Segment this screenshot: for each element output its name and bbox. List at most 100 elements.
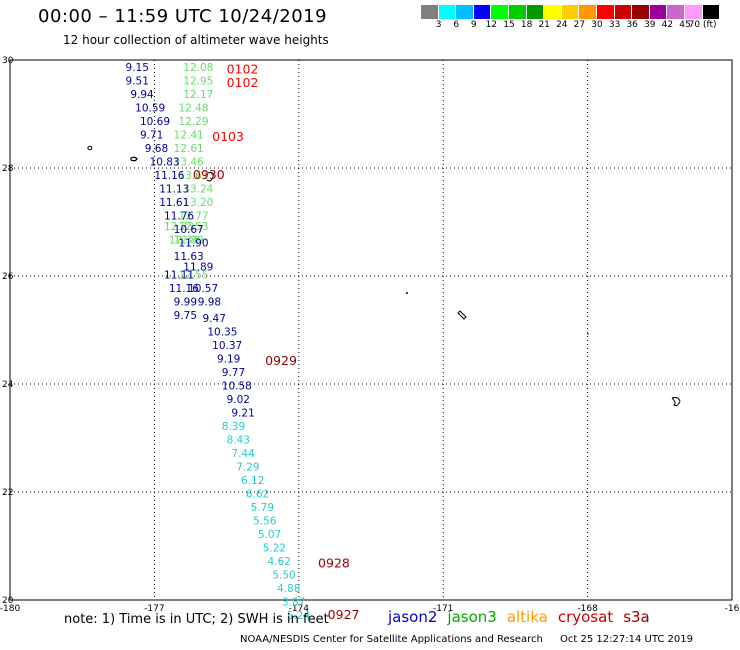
island-outline: [457, 310, 467, 320]
legend-swatch-1: [438, 5, 457, 19]
jason2-swh-label: 9.71: [140, 129, 163, 141]
jason2-swh-label: 9.51: [126, 75, 149, 87]
jason3-swh-label: 12.55: [178, 270, 208, 282]
jason3-swh-label: 12.89: [174, 235, 204, 247]
jason2-swh-label: 9.98: [198, 297, 221, 309]
jason3-swh-label: 12.17: [183, 89, 213, 101]
s3a-swh-label: 5.24: [287, 610, 311, 622]
jason2-swh-label: 11.16: [169, 283, 199, 295]
legend-label-11: 36: [626, 20, 638, 30]
jason3-swh-label: 12.08: [183, 62, 213, 74]
jason3-swh-label: 13.46: [174, 156, 204, 168]
satellite-jason3: jason3: [447, 608, 497, 626]
credit-text: NOAA/NESDIS Center for Satellite Applica…: [240, 634, 543, 645]
island-outline: [87, 145, 93, 151]
island-dot: [587, 333, 589, 335]
x-tick-label: -171: [433, 604, 453, 614]
jason2-swh-label: 10.37: [212, 340, 242, 352]
jason2-swh-label: 9.21: [231, 407, 254, 419]
jason2-swh-label: 11.90: [178, 237, 208, 249]
jason2-swh-label: 9.94: [130, 89, 154, 101]
jason3-swh-label: 12.48: [178, 102, 208, 114]
s3a-swh-label: 5.07: [258, 529, 281, 541]
jason2-swh-label: 9.19: [217, 353, 240, 365]
jason2-swh-label: 11.76: [164, 210, 194, 222]
legend-label-12: 39: [644, 20, 656, 30]
map-frame: [9, 59, 733, 601]
jason3-swh-label: 13.20: [183, 197, 213, 209]
x-tick-label: -16: [725, 604, 740, 614]
jason3-swh-label: 12.77: [178, 210, 208, 222]
jason2-swh-label: 11.11: [164, 270, 194, 282]
s3a-swh-label: 5.50: [272, 569, 295, 581]
y-tick-label: 30: [2, 56, 14, 66]
island-outline: [206, 172, 214, 182]
legend-swatch-9: [579, 5, 597, 19]
s3a-swh-label: 7.44: [231, 448, 255, 460]
satellite-altika: altika: [506, 608, 548, 626]
s3a-swh-label: 4.62: [268, 556, 291, 568]
jason3-swh-label: 12.95: [183, 75, 213, 87]
jason3-swh-label: 13.61: [178, 170, 208, 182]
color-legend: [421, 5, 721, 19]
pass-time-label: 0102: [227, 62, 259, 77]
s3a-swh-label: 5.22: [263, 542, 286, 554]
pass-time-label: 0927: [328, 607, 360, 622]
island-dot: [406, 292, 408, 294]
s3a-swh-label: 3.87: [282, 596, 305, 608]
jason3-swh-label: 12.41: [174, 129, 204, 141]
legend-swatch-13: [649, 5, 668, 19]
satellite-cryosat: cryosat: [557, 608, 614, 626]
color-legend-labels: 3 6 9 12 15 18 21 24 27 30 33 36 39 42 45 70 (ft): [421, 20, 731, 32]
legend-label-9: 30: [591, 20, 603, 30]
jason2-swh-label: 10.69: [140, 116, 170, 128]
jason2-swh-label: 9.68: [145, 143, 168, 155]
jason3-swh-label: 12.53: [178, 221, 208, 233]
s3a-swh-label: 4.88: [277, 583, 300, 595]
legend-label-15: 70 (ft): [688, 20, 717, 30]
jason2-swh-label: 9.75: [174, 310, 197, 322]
legend-swatch-12: [632, 5, 650, 19]
credit-line: NOAA/NESDIS Center for Satellite Applica…: [240, 634, 693, 645]
map-subtitle: 12 hour collection of altimeter wave hei…: [63, 33, 329, 47]
legend-swatch-7: [544, 5, 562, 19]
legend-swatch-5: [508, 5, 527, 19]
legend-label-5: 18: [520, 20, 533, 30]
s3a-swh-label: 6.12: [241, 475, 264, 487]
satellite-jason2: jason2: [388, 608, 438, 626]
s3a-swh-label: 5.56: [253, 515, 277, 527]
pass-time-label: 0928: [318, 556, 350, 571]
s3a-swh-label: 5.79: [251, 502, 274, 514]
y-tick-label: 26: [2, 272, 14, 282]
y-tick-label: 22: [2, 488, 13, 498]
legend-swatch-0: [421, 5, 439, 19]
jason2-swh-label: 9.99: [174, 297, 197, 309]
jason2-swh-label: 11.63: [174, 251, 204, 263]
jason2-swh-label: 9.02: [227, 394, 250, 406]
jason3-swh-label: 12.34: [169, 235, 199, 247]
island-outline: [130, 156, 138, 162]
y-tick-label: 28: [2, 164, 14, 174]
y-tick-label: 24: [2, 380, 14, 390]
legend-swatch-8: [561, 5, 580, 19]
jason3-swh-label: 12.61: [174, 143, 204, 155]
legend-swatch-14: [667, 5, 685, 19]
legend-swatch-11: [614, 5, 633, 19]
jason2-swh-label: 11.61: [159, 197, 189, 209]
jason3-swh-label: 12.23: [164, 221, 194, 233]
jason2-swh-label: 9.47: [203, 313, 226, 325]
pass-time-label: 0930: [193, 167, 225, 182]
map-title: 00:00 – 11:59 UTC 10/24/2019: [38, 6, 328, 27]
legend-swatch-4: [491, 5, 509, 19]
jason2-swh-label: 10.57: [188, 283, 218, 295]
s3a-swh-label: 6.62: [246, 488, 269, 500]
jason2-swh-label: 10.59: [135, 102, 165, 114]
jason2-swh-label: 10.83: [150, 156, 180, 168]
legend-swatch-3: [473, 5, 492, 19]
jason2-swh-label: 10.67: [174, 224, 204, 236]
s3a-swh-label: 7.29: [236, 461, 259, 473]
island-outline: [671, 396, 681, 406]
legend-label-2: 9: [470, 20, 477, 30]
legend-swatch-15: [684, 5, 703, 19]
